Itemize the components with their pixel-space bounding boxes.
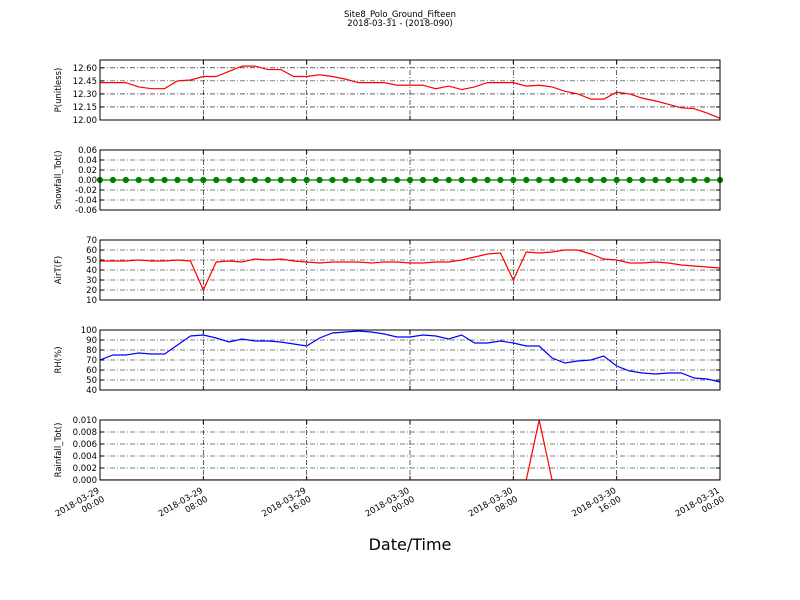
chart-title: Site8_Polo_Ground_Fifteen — [344, 10, 456, 20]
y-tick-label: 12.00 — [73, 116, 97, 126]
y-axis-label: AirT(F) — [54, 256, 64, 284]
marker — [316, 176, 323, 184]
y-tick-label: 60 — [86, 366, 97, 376]
y-tick-label: 50 — [86, 376, 97, 386]
marker — [368, 176, 375, 184]
line — [100, 330, 720, 383]
marker — [135, 176, 142, 184]
marker — [652, 176, 659, 184]
plot-frame — [99, 239, 721, 301]
marker — [432, 176, 439, 184]
y-tick-label: 0.002 — [73, 464, 97, 474]
y-tick-label: 0.00 — [78, 176, 97, 186]
y-tick-label: 80 — [86, 346, 97, 356]
marker — [264, 176, 272, 184]
marker — [200, 176, 207, 184]
marker — [329, 176, 336, 184]
marker — [703, 176, 711, 184]
y-tick-label: 40 — [86, 386, 97, 396]
marker — [510, 176, 517, 184]
marker — [226, 176, 233, 184]
marker — [122, 176, 129, 184]
marker — [277, 176, 284, 184]
y-tick-label: 12.15 — [73, 103, 97, 113]
line — [100, 249, 720, 292]
marker — [587, 176, 594, 184]
y-tick-label: 0.04 — [78, 156, 97, 166]
marker — [213, 176, 220, 184]
y-tick-label: 0.02 — [78, 166, 97, 176]
x-axis-label: Date/Time — [369, 535, 452, 554]
y-tick-label: 12.45 — [73, 77, 97, 87]
marker — [678, 176, 685, 184]
y-tick-label: 40 — [86, 266, 97, 276]
marker — [342, 176, 349, 184]
y-tick-label: 0.008 — [73, 428, 97, 438]
y-tick-label: 0.000 — [73, 476, 97, 486]
marker — [251, 176, 259, 184]
marker — [691, 176, 698, 184]
marker — [445, 176, 452, 184]
y-tick-label: 90 — [86, 336, 97, 346]
line — [100, 65, 720, 119]
y-tick-label: 60 — [86, 246, 97, 256]
y-tick-label: -0.04 — [75, 196, 97, 206]
y-tick-label: 50 — [86, 256, 97, 266]
y-tick-label: 100 — [81, 326, 97, 336]
plot-frame — [99, 59, 721, 121]
marker — [393, 176, 401, 184]
marker — [148, 176, 155, 184]
plot-frame — [99, 419, 721, 481]
marker — [484, 176, 491, 184]
y-tick-label: 10 — [86, 296, 97, 306]
y-tick-label: 20 — [86, 286, 97, 296]
y-tick-label: -0.06 — [75, 206, 97, 216]
marker — [548, 176, 556, 184]
marker — [639, 176, 646, 184]
marker — [471, 176, 478, 184]
marker — [355, 176, 362, 184]
marker — [109, 176, 117, 184]
plot-frame — [99, 329, 721, 391]
marker — [290, 176, 297, 184]
y-tick-label: 70 — [86, 236, 97, 246]
marker — [419, 176, 427, 184]
y-tick-label: 0.004 — [73, 452, 97, 462]
marker — [613, 176, 620, 184]
y-axis-label: Rainfall_Tot() — [54, 423, 64, 478]
y-tick-label: 0.006 — [73, 440, 97, 450]
y-tick-label: -0.02 — [75, 186, 97, 196]
y-tick-label: 70 — [86, 356, 97, 366]
y-axis-label: Snowfall_Tot() — [54, 150, 64, 209]
y-tick-label: 12.60 — [73, 64, 97, 74]
marker — [523, 176, 530, 184]
y-tick-label: 12.30 — [73, 90, 97, 100]
marker — [187, 176, 194, 184]
marker — [381, 176, 388, 184]
marker — [665, 176, 672, 184]
chart-subtitle: 2018-03-31 - (2018-090) — [347, 19, 452, 29]
plot-frame — [99, 149, 721, 211]
y-tick-label: 0.010 — [73, 416, 97, 426]
marker — [161, 176, 168, 184]
marker — [536, 176, 543, 184]
marker — [574, 176, 582, 184]
y-axis-label: RH(%) — [54, 346, 64, 373]
y-axis-label: P(unitless) — [54, 68, 64, 113]
marker — [238, 176, 246, 184]
y-tick-label: 0.06 — [78, 146, 97, 156]
y-tick-label: 30 — [86, 276, 97, 286]
marker — [600, 176, 607, 184]
marker — [458, 176, 465, 184]
marker — [406, 176, 414, 184]
marker — [561, 176, 569, 184]
marker — [626, 176, 633, 184]
marker — [497, 176, 504, 184]
marker — [303, 176, 310, 184]
marker — [174, 176, 181, 184]
